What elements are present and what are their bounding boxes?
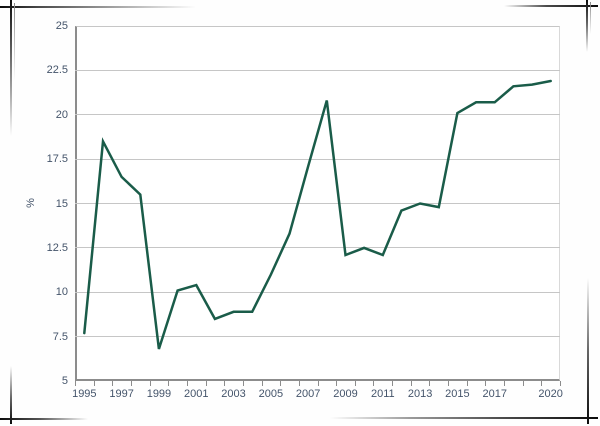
x-tick-mark	[485, 381, 487, 386]
gridline	[75, 203, 560, 204]
frame-top-right-horizontal-stroke	[504, 5, 598, 7]
x-tick-label: 2015	[445, 388, 470, 400]
y-tick-label: 15	[55, 197, 68, 210]
line-chart	[83, 79, 552, 350]
data-series-line	[83, 79, 552, 350]
frame-bottom-left-horizontal-stroke	[0, 418, 88, 420]
gridline	[75, 114, 560, 116]
x-tick-label: 2020	[538, 388, 563, 400]
x-tick-mark	[224, 381, 226, 386]
y-tick-label: 17.5	[46, 153, 68, 166]
x-tick-mark	[354, 381, 356, 386]
x-tick-mark	[130, 381, 132, 386]
frame-bottom-left-vertical-stroke	[10, 366, 12, 424]
x-tick-label: 2011	[370, 388, 395, 400]
frame-top-right-secondary-stroke	[590, 2, 591, 34]
x-tick-mark	[317, 381, 319, 386]
x-tick-mark	[560, 381, 561, 386]
gridline	[75, 158, 560, 160]
y-tick-label: 25	[55, 20, 68, 32]
x-tick-mark	[186, 381, 188, 386]
y-tick-label: 22.5	[46, 64, 68, 77]
y-tick-label: 10	[55, 286, 68, 299]
gridline	[75, 291, 560, 293]
x-tick-mark	[242, 381, 244, 386]
x-tick-mark	[261, 381, 263, 386]
x-tick-label: 2001	[184, 388, 209, 400]
x-tick-mark	[336, 381, 338, 386]
x-tick-mark	[541, 381, 543, 386]
x-tick-mark	[112, 381, 114, 386]
x-tick-mark	[298, 381, 300, 386]
x-tick-label: 2017	[482, 388, 507, 400]
x-tick-label: 1997	[109, 388, 134, 400]
x-tick-mark	[93, 381, 95, 386]
x-tick-label: 2005	[258, 388, 284, 400]
x-tick-mark	[429, 381, 431, 386]
x-tick-label: 2007	[295, 388, 321, 400]
frame-top-left-vertical-stroke	[10, 0, 12, 136]
x-tick-label: 2013	[407, 388, 433, 400]
frame-bottom-right-horizontal-stroke	[330, 417, 598, 419]
x-tick-mark	[280, 381, 282, 386]
y-axis-title: %	[24, 198, 37, 208]
y-tick-label: 7.5	[52, 330, 68, 343]
frame-top-left-horizontal-stroke	[0, 6, 196, 8]
x-tick-mark	[205, 381, 207, 386]
x-tick-mark	[75, 381, 76, 386]
frame-top-right-vertical-stroke	[586, 0, 588, 52]
x-tick-mark	[168, 381, 170, 386]
x-tick-mark	[466, 381, 468, 386]
x-tick-label: 1999	[146, 388, 172, 400]
y-tick-label: 5	[61, 375, 68, 387]
y-tick-label: 12.5	[46, 241, 68, 254]
x-tick-mark	[522, 381, 524, 386]
x-tick-label: 2009	[333, 388, 358, 400]
x-tick-mark	[448, 381, 450, 386]
x-tick-mark	[149, 381, 151, 386]
x-tick-mark	[373, 381, 375, 386]
x-tick-label: 2003	[221, 388, 246, 400]
gridline	[75, 336, 560, 338]
frame-bottom-right-vertical-stroke	[587, 278, 589, 424]
x-tick-mark	[410, 381, 412, 386]
x-tick-mark	[392, 381, 394, 386]
y-tick-label: 20	[55, 108, 68, 121]
x-tick-label: 1995	[72, 388, 97, 400]
gridline	[75, 247, 560, 249]
x-tick-mark	[504, 381, 506, 386]
gridline	[75, 69, 560, 71]
frame-top-left-secondary-stroke	[14, 3, 15, 81]
